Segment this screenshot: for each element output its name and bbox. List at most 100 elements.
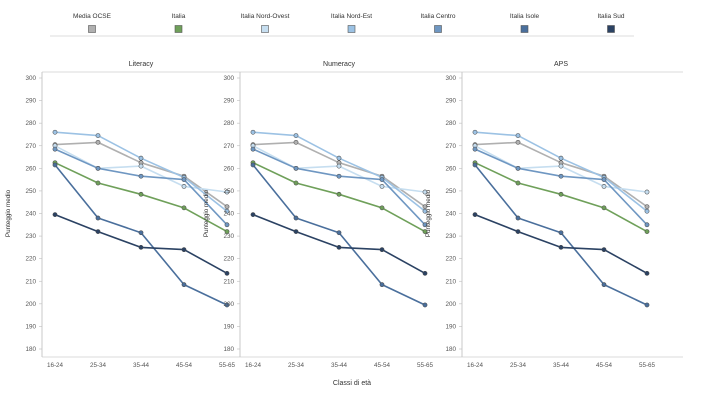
data-point-italia-nord-est	[336, 155, 342, 161]
y-tick-label: 290	[445, 98, 456, 105]
x-tick-label: 25-34	[90, 362, 107, 369]
series-line-italia-nord-ovest	[474, 145, 648, 193]
y-tick-label: 260	[25, 165, 36, 172]
y-tick-label: 240	[223, 211, 234, 218]
data-point-italia	[224, 229, 230, 234]
legend-label: Italia Isole	[510, 13, 540, 20]
data-point-italia-centro	[644, 222, 650, 228]
y-tick-label: 220	[25, 256, 36, 263]
series-line-italia-sud	[54, 213, 228, 275]
y-tick-label: 240	[445, 211, 456, 218]
data-point-italia-isole	[95, 215, 101, 221]
y-tick-label: 190	[445, 323, 456, 330]
y-tick-label: 180	[445, 346, 456, 353]
data-point-italia-centro	[181, 177, 187, 182]
y-tick-label: 260	[223, 165, 234, 172]
y-tick-label: 190	[25, 323, 36, 330]
data-point-italia-centro	[293, 165, 299, 171]
data-point-italia	[422, 229, 428, 234]
data-point-italia-nord-ovest	[181, 184, 187, 189]
data-point-italia-isole	[250, 162, 256, 168]
data-point-italia-sud	[601, 247, 607, 253]
x-tick-label: 45-54	[596, 362, 613, 369]
chart-panels: Literacy 180 190 200 210 220 230 240 250 260 270 28…	[5, 61, 683, 369]
legend-label: Italia Nord-Ovest	[241, 13, 290, 20]
data-point-italia-nord-est	[644, 208, 650, 214]
data-point-italia-nord-est	[95, 133, 101, 138]
data-point-italia-isole	[224, 302, 230, 308]
data-point-italia-sud	[52, 212, 58, 218]
legend-swatch	[607, 25, 615, 33]
data-point-italia-centro	[422, 222, 428, 228]
series-line-italia-sud	[474, 213, 648, 275]
data-point-media-ocse	[422, 204, 428, 210]
data-point-italia-centro	[379, 177, 385, 182]
legend-swatch	[261, 25, 269, 33]
y-axis-title: Punteggio medio	[5, 189, 12, 237]
data-point-italia-centro	[472, 146, 478, 152]
data-point-italia-nord-est	[293, 133, 299, 138]
x-tick-label: 35-44	[133, 362, 150, 369]
data-point-italia-sud	[644, 270, 650, 276]
y-tick-label: 230	[25, 233, 36, 240]
data-point-italia-sud	[336, 244, 342, 250]
x-tick-label: 16-24	[245, 362, 262, 369]
data-point-italia	[293, 180, 299, 186]
x-tick-label: 25-34	[510, 362, 527, 369]
data-point-italia-sud	[293, 229, 299, 234]
y-tick-label: 300	[223, 75, 234, 82]
y-tick-label: 200	[223, 301, 234, 308]
data-point-italia	[336, 191, 342, 197]
panel-title: Literacy	[129, 61, 154, 68]
data-point-italia-isole	[515, 215, 521, 221]
data-point-italia-nord-est	[138, 155, 144, 161]
data-point-italia-centro	[52, 146, 58, 152]
data-point-italia-nord-ovest	[601, 184, 607, 189]
y-tick-label: 240	[25, 211, 36, 218]
data-point-italia-sud	[138, 244, 144, 250]
y-tick-label: 230	[223, 233, 234, 240]
data-point-italia	[601, 205, 607, 211]
y-tick-label: 200	[25, 301, 36, 308]
series-line-italia-nord-ovest	[252, 145, 426, 193]
series-line-italia-sud	[252, 213, 426, 275]
panel-title: Numeracy	[323, 61, 355, 68]
data-point-italia-centro	[601, 177, 607, 182]
y-tick-label: 280	[25, 120, 36, 127]
y-tick-label: 260	[445, 165, 456, 172]
x-tick-label: 45-54	[176, 362, 193, 369]
data-point-italia-sud	[250, 212, 256, 218]
data-point-italia	[515, 180, 521, 186]
data-point-italia-isole	[422, 302, 428, 308]
y-tick-label: 290	[223, 98, 234, 105]
y-tick-label: 220	[223, 256, 234, 263]
y-tick-label: 300	[445, 75, 456, 82]
data-point-italia-isole	[644, 302, 650, 308]
y-tick-label: 290	[25, 98, 36, 105]
x-tick-label: 16-24	[467, 362, 484, 369]
data-point-italia-sud	[379, 247, 385, 253]
y-tick-label: 210	[445, 278, 456, 285]
data-point-italia-sud	[472, 212, 478, 218]
data-point-italia	[95, 180, 101, 186]
data-point-italia-isole	[138, 230, 144, 236]
y-axis-title: Punteggio medio	[425, 189, 432, 237]
y-tick-label: 270	[25, 143, 36, 150]
data-point-italia-isole	[379, 282, 385, 288]
data-point-italia-isole	[558, 230, 564, 236]
x-tick-label: 45-54	[374, 362, 391, 369]
y-tick-label: 190	[223, 323, 234, 330]
data-point-italia-sud	[422, 270, 428, 276]
data-point-italia-isole	[52, 162, 58, 168]
legend-label: Italia Centro	[420, 13, 455, 20]
data-point-italia	[379, 205, 385, 211]
data-point-italia-nord-ovest	[558, 163, 564, 169]
panel-numeracy: Numeracy 180 190 200 210 220 230 240 250 260 270 28…	[203, 61, 434, 369]
y-tick-label: 250	[25, 188, 36, 195]
data-point-italia-isole	[472, 162, 478, 168]
data-point-italia-sud	[558, 244, 564, 250]
y-tick-label: 250	[223, 188, 234, 195]
data-point-italia-isole	[181, 282, 187, 288]
data-point-italia-sud	[95, 229, 101, 234]
data-point-italia-centro	[336, 173, 342, 179]
